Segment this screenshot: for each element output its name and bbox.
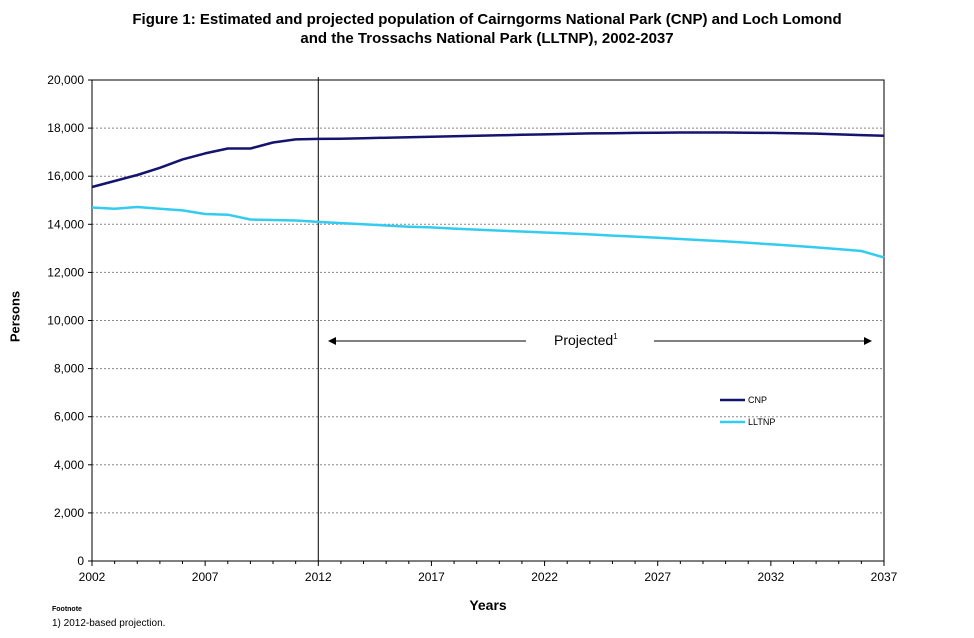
- x-axis-ticks: 2002 2007 2012 2017 2022 2027 2032 2037: [79, 561, 898, 584]
- y-tick-label: 18,000: [47, 121, 84, 135]
- x-tick-label: 2032: [758, 570, 785, 584]
- legend: CNP LLTNP: [720, 395, 775, 427]
- gridlines: [92, 127, 884, 514]
- y-tick-label: 10,000: [47, 314, 84, 328]
- chart-title: Figure 1: Estimated and projected popula…: [0, 10, 974, 48]
- y-tick-label: 4,000: [54, 458, 84, 472]
- y-tick-label: 6,000: [54, 410, 84, 424]
- y-tick-label: 2,000: [54, 506, 84, 520]
- chart-title-line-2: and the Trossachs National Park (LLTNP),…: [300, 30, 674, 47]
- y-tick-label: 20,000: [47, 73, 84, 87]
- chart-title-line-1: Figure 1: Estimated and projected popula…: [132, 11, 842, 28]
- footnote-text: 1) 2012-based projection.: [52, 618, 166, 629]
- x-tick-label: 2037: [871, 570, 898, 584]
- legend-label-cnp: CNP: [748, 395, 767, 405]
- y-tick-label: 14,000: [47, 217, 84, 231]
- x-tick-label: 2022: [531, 570, 558, 584]
- x-tick-label: 2002: [79, 570, 106, 584]
- y-axis-ticks: 0 2,000 4,000 6,000 8,000 10,000 12,000 14,000 1…: [47, 73, 92, 568]
- y-tick-label: 8,000: [54, 362, 84, 376]
- series-line-cnp: [91, 131, 885, 189]
- projected-label: Projected1: [554, 332, 618, 348]
- x-tick-label: 2007: [192, 570, 219, 584]
- y-tick-label: 12,000: [47, 265, 84, 279]
- x-tick-label: 2027: [644, 570, 671, 584]
- footnote-heading: Footnote: [52, 606, 82, 613]
- series-lines: [91, 131, 885, 259]
- legend-label-lltnp: LLTNP: [748, 417, 775, 427]
- y-tick-label: 16,000: [47, 169, 84, 183]
- projected-arrowhead-right: [864, 337, 872, 345]
- projected-annotation: Projected1: [328, 332, 872, 348]
- series-line-lltnp: [91, 205, 885, 259]
- x-axis-label: Years: [469, 597, 507, 613]
- projected-arrowhead-left: [328, 337, 336, 345]
- x-tick-label: 2012: [305, 570, 332, 584]
- x-tick-label: 2017: [418, 570, 445, 584]
- y-tick-label: 0: [77, 554, 84, 568]
